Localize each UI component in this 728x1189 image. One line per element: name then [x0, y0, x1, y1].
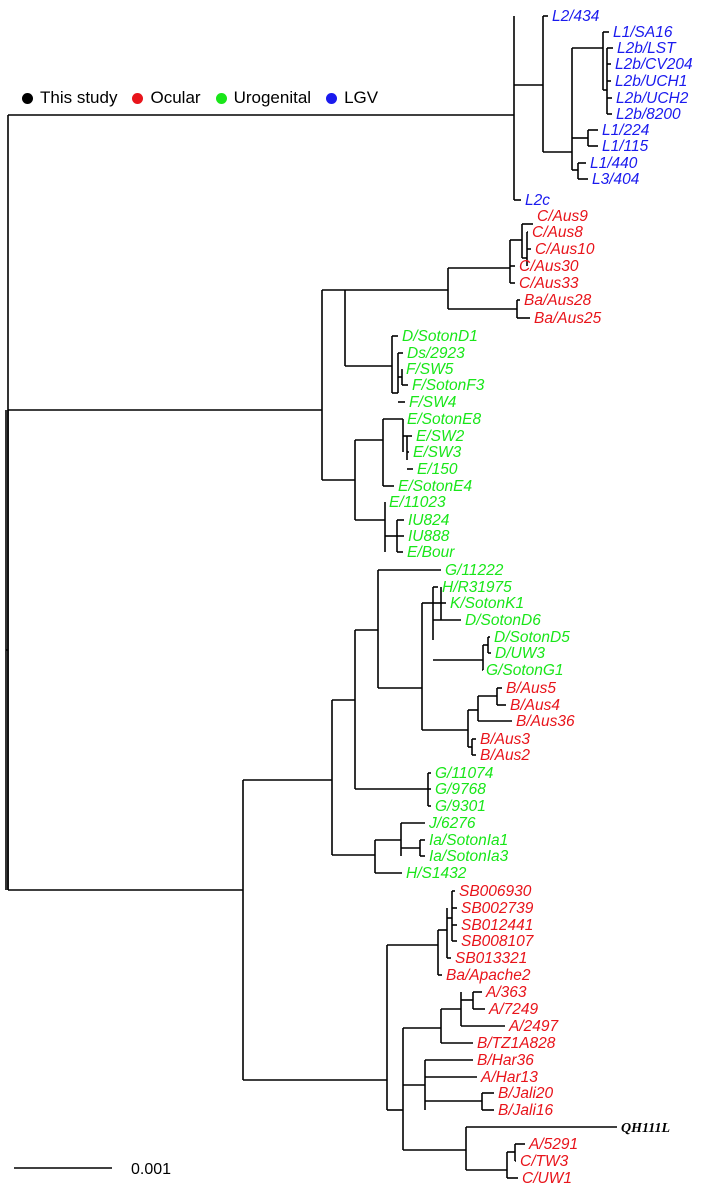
leaf-label-sb013321: SB013321	[455, 950, 527, 967]
leaf-label-a-7249: A/7249	[488, 1001, 539, 1018]
leaf-label-e-11023: E/11023	[389, 494, 446, 511]
legend-dot-this-study-icon	[22, 92, 33, 104]
leaf-label-b-aus3: B/Aus3	[480, 731, 530, 748]
leaf-label-l2b-cv204: L2b/CV204	[615, 56, 693, 73]
leaf-label-iu824: IU824	[408, 512, 450, 529]
leaf-label-l2b-uch1: L2b/UCH1	[615, 73, 687, 90]
leaf-label-l2-434: L2/434	[552, 8, 600, 25]
leaf-label-b-aus2: B/Aus2	[480, 747, 530, 764]
leaf-label-l1-224: L1/224	[602, 122, 650, 139]
leaf-label-d-sotond6: D/SotonD6	[465, 612, 541, 629]
leaf-labels: L2/434L1/SA16L2b/LSTL2b/CV204L2b/UCH1L2b…	[389, 8, 693, 1187]
leaf-label-b-jali16: B/Jali16	[498, 1102, 554, 1119]
legend: This study Ocular Urogenital LGV	[22, 88, 393, 108]
leaf-label-e-sw3: E/SW3	[413, 444, 462, 461]
leaf-label-l1-440: L1/440	[590, 155, 638, 172]
leaf-label-ba-aus28: Ba/Aus28	[524, 292, 592, 309]
leaf-label-h-r31975: H/R31975	[442, 579, 512, 596]
leaf-label-ia-sotonia1: Ia/SotonIa1	[429, 832, 508, 849]
leaf-label-g-9768: G/9768	[435, 781, 486, 798]
legend-label: Urogenital	[233, 88, 312, 107]
leaf-label-l3-404: L3/404	[592, 171, 640, 188]
leaf-label-qh111l: QH111L	[621, 1121, 670, 1136]
leaf-label-e-150: E/150	[417, 461, 458, 478]
scale-bar-label: 0.001	[131, 1161, 171, 1178]
leaf-label-f-sotonf3: F/SotonF3	[412, 377, 485, 394]
leaf-label-ia-sotonia3: Ia/SotonIa3	[429, 848, 509, 865]
legend-dot-lgv-icon	[326, 92, 338, 104]
leaf-label-l2c: L2c	[525, 192, 550, 209]
legend-item-this-study: This study	[22, 88, 117, 108]
leaf-label-h-s1432: H/S1432	[406, 865, 467, 882]
leaf-label-sb006930: SB006930	[459, 883, 532, 900]
scale-bar: 0.001	[14, 1161, 171, 1178]
leaf-label-a-har13: A/Har13	[480, 1069, 538, 1086]
leaf-label-c-aus10: C/Aus10	[535, 241, 595, 258]
leaf-label-g-11222: G/11222	[445, 562, 504, 579]
leaf-label-l1-sa16: L1/SA16	[613, 24, 673, 41]
leaf-label-sb002739: SB002739	[461, 900, 534, 917]
leaf-label-g-9301: G/9301	[435, 798, 486, 815]
leaf-label-e-sotone8: E/SotonE8	[407, 411, 481, 428]
leaf-label-b-aus36: B/Aus36	[516, 713, 575, 730]
leaf-label-e-sotone4: E/SotonE4	[398, 478, 472, 495]
legend-item-lgv: LGV	[326, 88, 378, 108]
leaf-label-b-aus5: B/Aus5	[506, 680, 556, 697]
legend-label: LGV	[344, 88, 379, 107]
leaf-label-l2b-8200: L2b/8200	[616, 106, 681, 123]
leaf-label-a-2497: A/2497	[508, 1018, 560, 1035]
leaf-label-c-tw3: C/TW3	[520, 1153, 569, 1170]
leaf-label-l2b-lst: L2b/LST	[617, 40, 677, 57]
leaf-label-b-har36: B/Har36	[477, 1052, 534, 1069]
leaf-label-c-aus8: C/Aus8	[532, 224, 583, 241]
leaf-label-f-sw5: F/SW5	[406, 361, 454, 378]
leaf-label-ds-2923: Ds/2923	[407, 345, 465, 362]
leaf-label-b-tz1a828: B/TZ1A828	[477, 1035, 556, 1052]
leaf-label-c-aus30: C/Aus30	[519, 258, 579, 275]
leaf-label-b-jali20: B/Jali20	[498, 1085, 554, 1102]
leaf-label-g-sotong1: G/SotonG1	[486, 662, 564, 679]
leaf-label-sb012441: SB012441	[461, 917, 533, 934]
legend-item-urogenital: Urogenital	[215, 88, 312, 108]
leaf-label-c-uw1: C/UW1	[522, 1170, 572, 1187]
leaf-label-d-uw3: D/UW3	[495, 645, 545, 662]
leaf-label-b-aus4: B/Aus4	[510, 697, 560, 714]
legend-label: This study	[40, 88, 118, 107]
leaf-label-c-aus9: C/Aus9	[537, 208, 588, 225]
leaf-label-iu888: IU888	[408, 528, 450, 545]
leaf-label-g-11074: G/11074	[435, 765, 494, 782]
leaf-label-l1-115: L1/115	[602, 138, 649, 155]
leaf-label-k-sotonk1: K/SotonK1	[450, 595, 524, 612]
leaf-label-sb008107: SB008107	[461, 933, 535, 950]
leaf-label-e-bour: E/Bour	[407, 544, 455, 561]
leaf-label-j-6276: J/6276	[428, 815, 476, 832]
leaf-label-ba-aus25: Ba/Aus25	[534, 310, 602, 327]
tree-branches	[5, 15, 617, 1179]
leaf-label-d-sotond5: D/SotonD5	[494, 629, 570, 646]
leaf-label-a-363: A/363	[485, 984, 527, 1001]
legend-dot-urogenital-icon	[215, 92, 227, 104]
legend-label: Ocular	[150, 88, 201, 107]
leaf-label-ba-apache2: Ba/Apache2	[446, 967, 531, 984]
leaf-label-e-sw2: E/SW2	[416, 428, 465, 445]
leaf-label-c-aus33: C/Aus33	[519, 275, 579, 292]
leaf-label-f-sw4: F/SW4	[409, 394, 457, 411]
legend-dot-ocular-icon	[132, 92, 144, 104]
leaf-label-a-5291: A/5291	[528, 1136, 578, 1153]
legend-item-ocular: Ocular	[132, 88, 201, 108]
leaf-label-d-sotond1: D/SotonD1	[402, 328, 478, 345]
leaf-label-l2b-uch2: L2b/UCH2	[616, 90, 689, 107]
